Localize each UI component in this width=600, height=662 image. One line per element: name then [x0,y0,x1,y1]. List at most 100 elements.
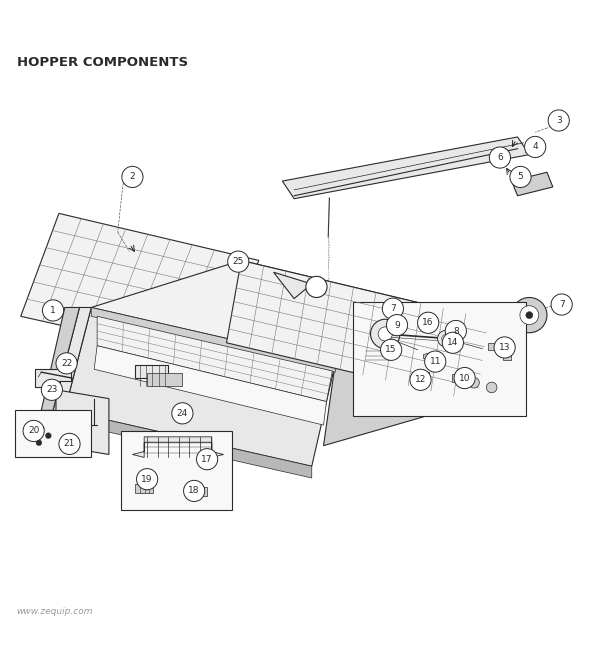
Text: 7: 7 [390,304,396,313]
Bar [416,372,430,379]
Text: 3: 3 [556,116,562,125]
Circle shape [378,327,392,341]
Polygon shape [56,390,109,455]
Polygon shape [274,272,312,299]
Text: 1: 1 [50,306,56,315]
Polygon shape [21,213,259,360]
Polygon shape [382,316,476,399]
Polygon shape [323,319,488,446]
Text: HOPPER COMPONENTS: HOPPER COMPONENTS [17,56,188,69]
Polygon shape [65,410,312,478]
Text: 23: 23 [46,385,58,395]
Bar [136,485,153,493]
Circle shape [437,330,454,347]
Circle shape [306,276,327,297]
Text: 11: 11 [430,357,441,366]
Polygon shape [91,260,488,363]
Circle shape [418,312,439,334]
Circle shape [46,433,51,439]
Text: 5: 5 [518,172,523,181]
Circle shape [41,379,62,401]
Circle shape [410,369,431,391]
Polygon shape [91,307,335,372]
Circle shape [382,298,403,319]
Circle shape [510,166,531,187]
Polygon shape [227,260,488,402]
Text: 12: 12 [415,375,426,385]
Bar [147,373,182,386]
Circle shape [172,402,193,424]
Circle shape [386,314,407,336]
Polygon shape [512,172,553,196]
Text: 13: 13 [499,343,511,352]
Text: 7: 7 [559,300,565,309]
Bar [15,410,91,457]
Polygon shape [94,346,326,425]
Circle shape [38,426,44,432]
Circle shape [551,294,572,315]
Text: 18: 18 [188,487,200,495]
Circle shape [469,377,479,388]
Circle shape [512,297,547,333]
Circle shape [442,334,450,343]
Circle shape [454,367,475,389]
Text: 2: 2 [130,172,135,181]
Bar [353,302,526,416]
Polygon shape [53,307,91,410]
Polygon shape [41,307,79,410]
Text: 20: 20 [28,426,40,436]
Circle shape [445,320,466,342]
Polygon shape [467,305,500,349]
Bar [365,349,391,363]
Bar [121,431,232,510]
Text: 17: 17 [202,455,213,463]
Polygon shape [35,369,71,387]
Circle shape [197,449,218,470]
Text: www.zequip.com: www.zequip.com [17,607,93,616]
Bar [188,487,207,496]
Polygon shape [359,346,394,365]
Polygon shape [133,437,224,457]
Text: 4: 4 [532,142,538,152]
Circle shape [184,481,205,502]
Text: 22: 22 [61,359,72,368]
Text: 19: 19 [142,475,153,484]
Circle shape [425,351,446,372]
Circle shape [487,382,497,393]
Bar [452,374,464,382]
Circle shape [137,469,158,490]
Circle shape [524,136,546,158]
Circle shape [122,166,143,187]
Polygon shape [488,343,511,360]
Circle shape [227,251,249,272]
Circle shape [442,332,463,354]
Bar [136,365,168,378]
Circle shape [380,339,402,360]
Polygon shape [283,137,529,199]
Circle shape [31,433,37,439]
Text: 16: 16 [422,318,434,327]
Text: 8: 8 [453,326,458,336]
Polygon shape [418,328,441,345]
Text: 6: 6 [497,153,503,162]
Circle shape [43,300,64,321]
Polygon shape [424,352,435,360]
Text: 15: 15 [385,346,397,354]
Circle shape [494,337,515,358]
Circle shape [36,440,42,446]
Circle shape [59,434,80,455]
Circle shape [520,306,539,324]
Text: 14: 14 [447,338,458,348]
Text: 24: 24 [177,409,188,418]
Circle shape [548,110,569,131]
Text: 10: 10 [459,373,470,383]
Circle shape [490,147,511,168]
Circle shape [371,319,400,349]
Polygon shape [97,316,332,402]
Circle shape [56,353,77,374]
Circle shape [23,420,44,442]
Text: 25: 25 [233,257,244,266]
Text: 21: 21 [64,440,75,448]
Text: 9: 9 [394,320,400,330]
Circle shape [526,312,533,318]
